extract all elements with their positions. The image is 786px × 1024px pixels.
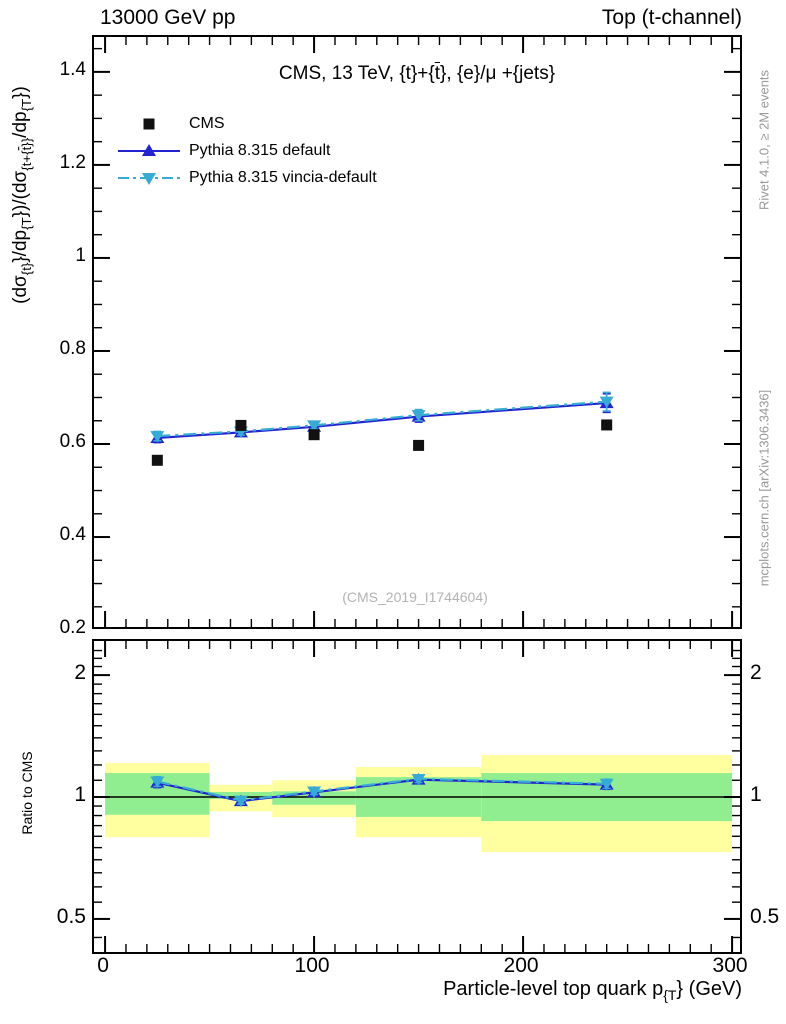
x-axis-tick-label: 300	[712, 954, 748, 977]
legend-label-pythia-default: Pythia 8.315 default	[189, 141, 331, 159]
ratio-y-tick-label-right: 0.5	[750, 904, 780, 928]
x-axis-title: Particle-level top quark p{T} (GeV)	[443, 978, 742, 1003]
legend-label-cms: CMS	[189, 114, 225, 132]
legend-row-cms: CMS	[118, 110, 377, 137]
main-plot-frame	[92, 35, 742, 629]
ratio-x-ticks	[104, 641, 734, 952]
ratio-series-pythia-vincia	[150, 773, 614, 808]
ratio-y-tick-label-left: 2	[74, 661, 86, 685]
ratio-y-tick-label-right: 1	[750, 783, 762, 807]
ratio-plot-frame	[92, 639, 742, 954]
ratio-uncertainty-bands	[105, 754, 733, 853]
pythia-default-marker-icon	[118, 142, 180, 160]
series-pythia-vincia	[150, 391, 614, 443]
plot-title: CMS, 13 TeV, {t}+{t}, {e}/μ +{jets}	[278, 63, 556, 84]
rivet-version-note: Rivet 4.1.0, ≥ 2M events	[756, 69, 772, 211]
main-plot-svg	[94, 37, 740, 627]
main-y-tick-label: 1	[75, 244, 86, 266]
ratio-plot-svg	[94, 641, 740, 952]
process-label: Top (t-channel)	[601, 6, 742, 29]
ratio-y-tick-label-left: 0.5	[56, 904, 86, 928]
main-y-tick-label: 0.6	[59, 431, 86, 452]
legend: CMS Pythia 8.315 default Pythia 8.315 vi…	[118, 110, 377, 191]
mcplots-arxiv-note: mcplots.cern.ch [arXiv:1306.3436]	[756, 389, 772, 587]
main-y-tick-label: 1.4	[59, 58, 86, 80]
beam-energy-label: 13000 GeV pp	[100, 6, 236, 29]
legend-row-pythia-default: Pythia 8.315 default	[118, 137, 377, 164]
main-y-tick-label: 1.2	[59, 151, 86, 173]
pythia-vincia-marker-icon	[118, 169, 180, 187]
x-axis-tick-label: 100	[294, 954, 330, 977]
series-cms-data	[151, 419, 613, 466]
analysis-watermark: (CMS_2019_I1744604)	[342, 589, 488, 605]
legend-label-pythia-vincia: Pythia 8.315 vincia-default	[189, 168, 377, 186]
cms-marker-icon	[118, 115, 180, 133]
main-y-tick-label: 0.2	[59, 617, 86, 639]
ratio-y-axis-title: Ratio to CMS	[19, 751, 35, 835]
x-axis-tick-label: 0	[97, 954, 109, 977]
ratio-y-tick-label-right: 2	[750, 661, 762, 685]
x-axis-tick-label: 200	[503, 954, 539, 977]
ratio-y-ticks	[94, 649, 740, 939]
main-y-tick-label: 0.4	[59, 524, 86, 546]
series-pythia-default	[150, 392, 614, 444]
main-y-axis-title: (dσ{t}}/dp{T})/(dσ{t+{t}}/dp{T})	[10, 86, 34, 304]
ratio-y-tick-label-left: 1	[74, 783, 86, 807]
main-x-ticks	[104, 37, 734, 627]
main-y-ticks	[94, 47, 740, 608]
main-y-tick-label: 0.8	[59, 337, 86, 359]
legend-row-pythia-vincia: Pythia 8.315 vincia-default	[118, 164, 377, 191]
